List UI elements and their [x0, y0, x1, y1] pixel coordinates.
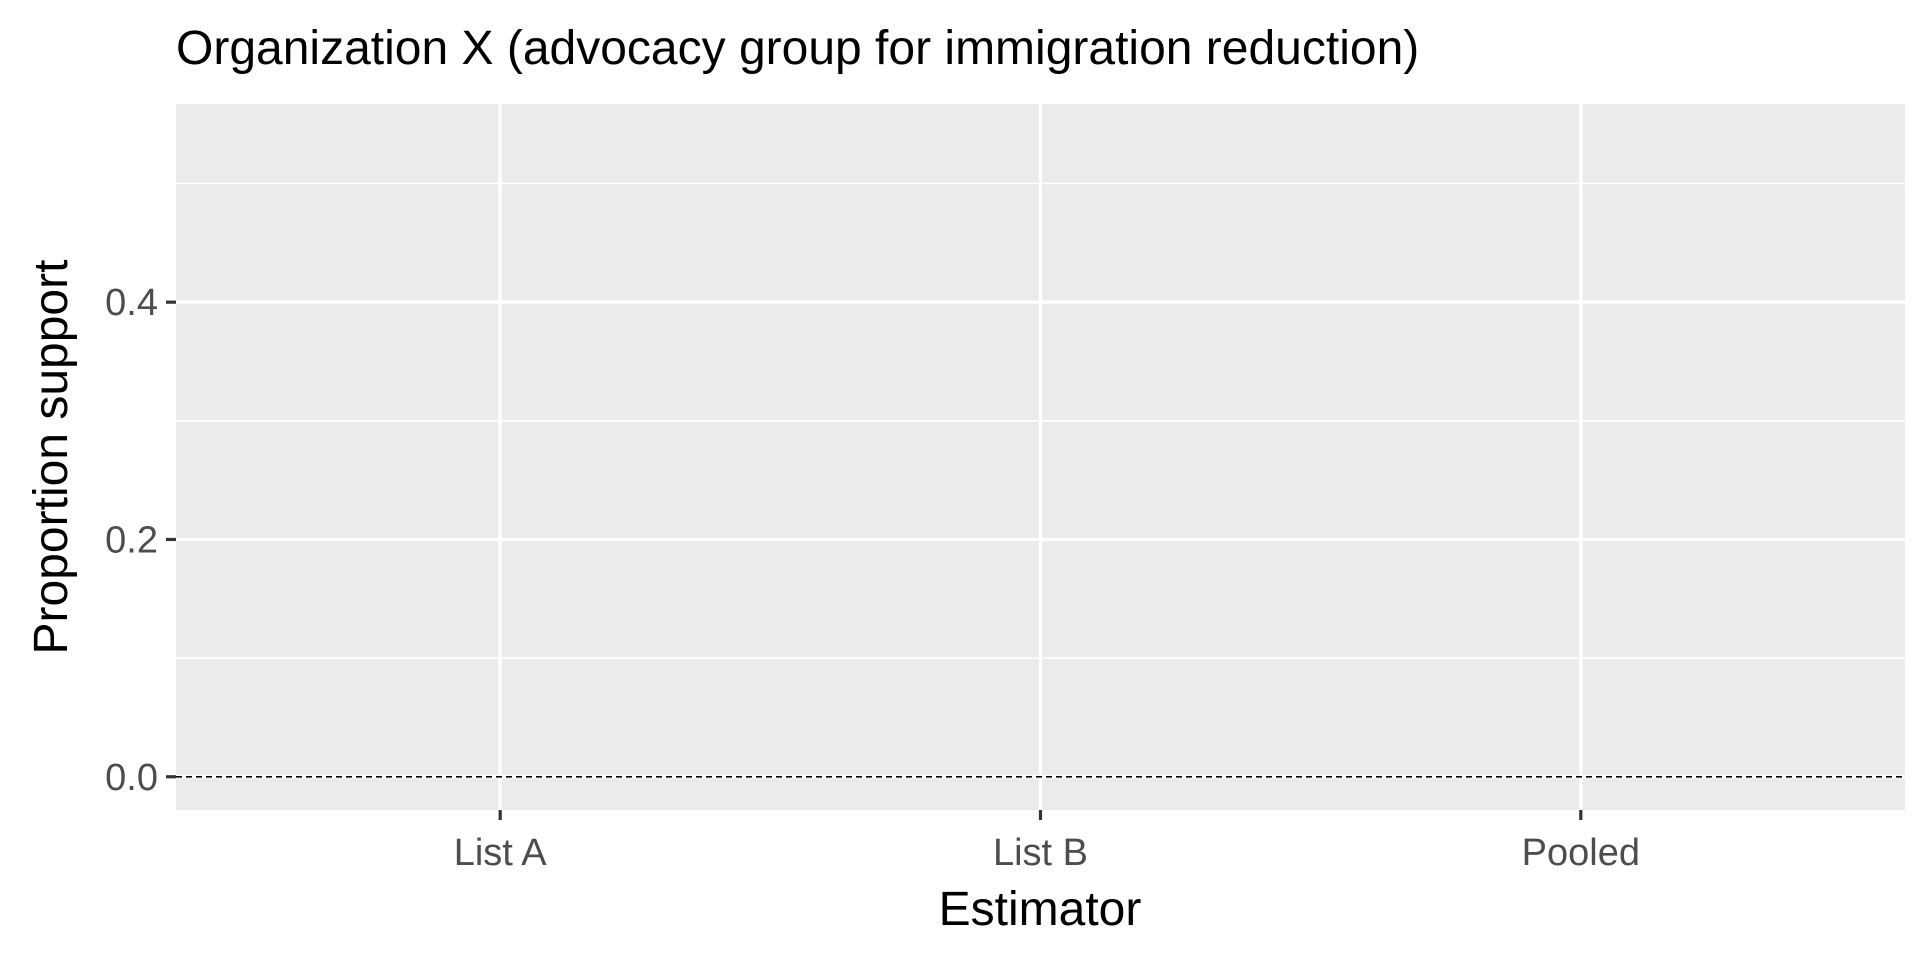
x-tick-label: Pooled [1522, 832, 1640, 874]
y-axis: 0.0 0.2 0.4 [105, 282, 176, 799]
chart-title: Organization X (advocacy group for immig… [176, 22, 1419, 75]
x-axis: List A List B Pooled [454, 810, 1640, 874]
y-tick-label: 0.2 [105, 519, 158, 561]
x-tick-label: List B [993, 832, 1088, 874]
x-tick-label: List A [454, 832, 548, 874]
y-tick-label: 0.0 [105, 757, 158, 799]
y-axis-title: Proportion support [25, 260, 78, 655]
x-axis-title: Estimator [939, 883, 1142, 936]
y-tick-label: 0.4 [105, 282, 158, 324]
